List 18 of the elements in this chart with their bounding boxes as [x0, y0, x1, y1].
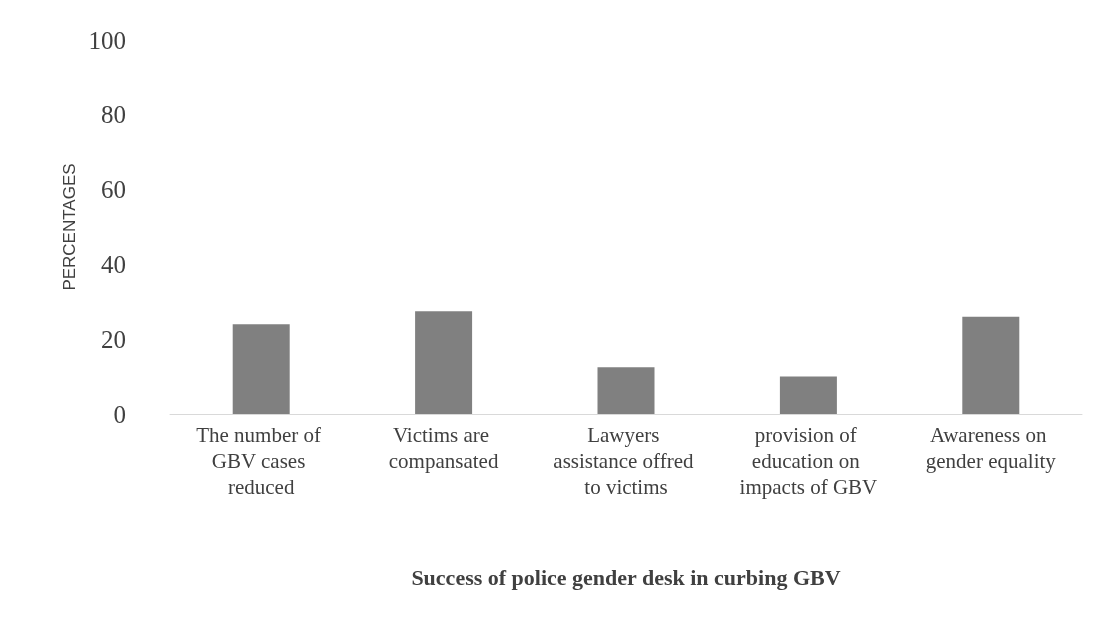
y-tick-label: 20 [101, 325, 126, 353]
y-tick-label: 60 [101, 176, 126, 204]
x-tick-label: Lawyers assistance offred to victims [553, 423, 699, 499]
x-tick-label: The number of GBV cases reduced [196, 423, 327, 499]
bar [779, 376, 837, 414]
y-axis-title: PERCENTAGES [59, 163, 79, 291]
x-tick-label: provision of education on impacts of GBV [739, 423, 878, 499]
bar [415, 311, 473, 414]
x-tick-label: Victims are compansated [388, 423, 499, 473]
y-tick-label: 80 [101, 101, 126, 129]
y-tick-label: 0 [113, 400, 126, 428]
y-tick-label: 100 [88, 26, 126, 54]
x-tick-label: Awareness on gender equality [925, 423, 1057, 473]
bar [597, 367, 655, 414]
bar [232, 324, 290, 414]
bar [962, 316, 1020, 414]
x-axis-title: Success of police gender desk in curbing GBV [411, 564, 841, 590]
y-tick-label: 40 [101, 250, 126, 278]
